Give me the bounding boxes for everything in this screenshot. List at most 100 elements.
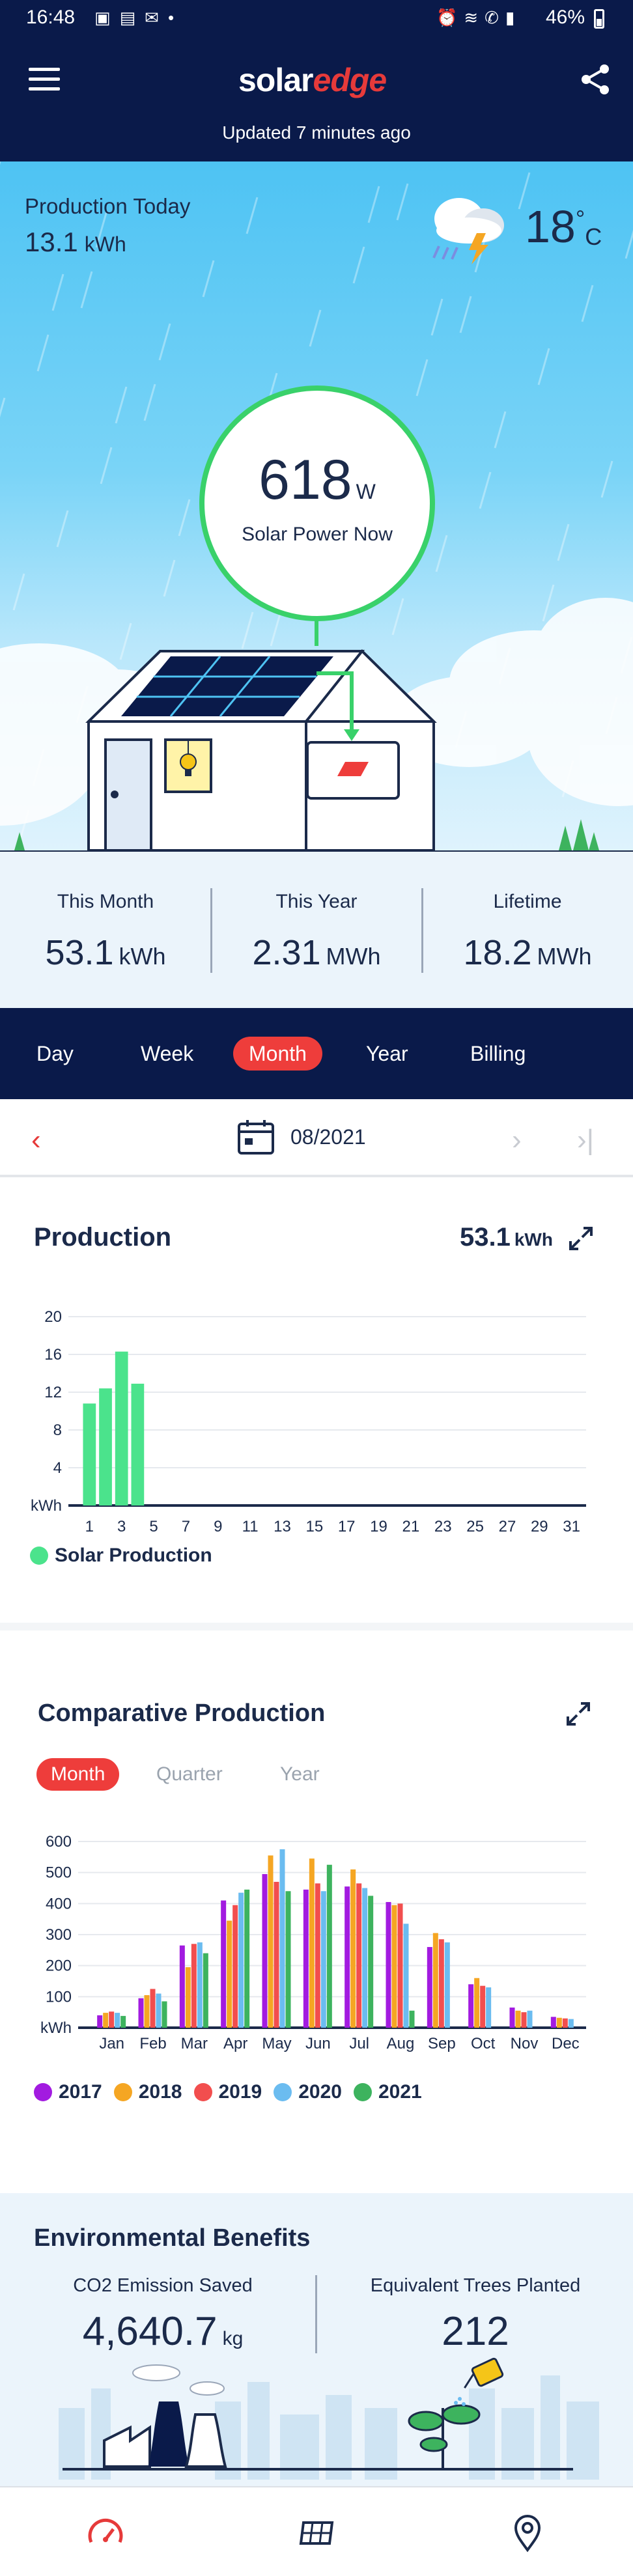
production-bar — [115, 1351, 128, 1505]
comparative-bar — [356, 1883, 362, 2028]
co2-unit: kg — [222, 2328, 244, 2349]
period-tabs: Day Week Month Year Billing — [0, 1008, 633, 1099]
logo-solar: solar — [238, 62, 314, 98]
x-tick-label: 21 — [402, 1518, 420, 1535]
dashboard-gauge-icon[interactable] — [86, 2513, 125, 2553]
legend-item: 2020 — [274, 2081, 342, 2103]
solar-power-now-circle[interactable]: 618 W Solar Power Now — [199, 385, 435, 621]
temperature-degree: ° — [575, 205, 585, 232]
production-card: Production 53.1 kWh 20 16 12 8 4 kWh 1 3 5 7 9 11 13 1… — [0, 1180, 633, 1623]
comparative-production-card: Comparative Production Month Quarter Yea… — [0, 1631, 633, 2191]
solar-power-label: Solar Power Now — [242, 524, 393, 545]
production-today-number: 13.1 — [25, 227, 78, 257]
chevron-right-icon[interactable]: › — [512, 1124, 522, 1156]
stat-value: 53.1 kWh — [0, 932, 211, 973]
expand-icon[interactable] — [567, 1224, 595, 1253]
call-icon: ✆ — [485, 8, 505, 27]
stat-unit: kWh — [119, 943, 166, 970]
hamburger-menu-icon[interactable] — [29, 68, 60, 91]
stat-number: 18.2 — [463, 933, 532, 972]
comparative-bar — [509, 2008, 515, 2028]
comparative-bar — [262, 1874, 268, 2028]
y-tick-label: 4 — [53, 1459, 62, 1477]
legend-swatch — [274, 2083, 292, 2101]
comparative-tab-quarter[interactable]: Quarter — [156, 1763, 223, 1785]
comparative-bar — [227, 1920, 232, 2028]
production-today-label: Production Today — [25, 194, 191, 218]
status-time: 16:48 — [26, 7, 76, 28]
comparative-title: Comparative Production — [38, 1700, 326, 1727]
x-tick-label: 31 — [563, 1518, 580, 1535]
co2-saved: CO2 Emission Saved 4,640.7 kg — [26, 2275, 300, 2355]
skip-to-end-icon[interactable]: ›| — [577, 1124, 595, 1156]
x-tick-label: 17 — [338, 1518, 356, 1535]
production-legend: Solar Production — [30, 1545, 212, 1567]
production-today-value: 13.1 kWh — [25, 227, 126, 258]
y-axis-label: kWh — [31, 1497, 62, 1515]
stat-lifetime: Lifetime 18.2 MWh — [422, 891, 633, 973]
y-tick-label: 20 — [44, 1308, 62, 1326]
bottom-navigation — [0, 2486, 633, 2576]
x-tick-label: Jun — [305, 2035, 331, 2052]
x-tick-label: 19 — [370, 1518, 387, 1535]
signal-icon: ▮ — [505, 8, 522, 27]
trees-planted: Equivalent Trees Planted 212 — [339, 2275, 612, 2355]
layout-grid-icon[interactable] — [297, 2513, 336, 2553]
dot-icon: • — [167, 8, 184, 27]
divider — [315, 2275, 317, 2353]
comparative-bar — [403, 1924, 409, 2028]
y-tick-label: 300 — [46, 1926, 72, 1944]
divider — [421, 888, 423, 973]
notification-icons: ▣▤✉• — [94, 8, 183, 28]
tab-month[interactable]: Month — [233, 1037, 322, 1071]
production-bar — [131, 1383, 145, 1505]
share-icon[interactable] — [578, 63, 612, 96]
comparative-bar — [232, 1905, 238, 2028]
expand-icon[interactable] — [564, 1700, 593, 1728]
tab-day[interactable]: Day — [36, 1042, 74, 1065]
status-bar: 16:48 ▣▤✉• ⏰≋✆▮ 46% — [0, 0, 633, 39]
tab-week[interactable]: Week — [141, 1042, 194, 1065]
production-total: 53.1 kWh — [460, 1223, 553, 1252]
x-tick-label: 1 — [85, 1518, 94, 1535]
comparative-tab-month[interactable]: Month — [36, 1758, 120, 1791]
calendar-icon[interactable] — [237, 1119, 275, 1155]
selected-date[interactable]: 08/2021 — [290, 1125, 366, 1149]
comparative-bar — [556, 2017, 562, 2028]
production-total-number: 53.1 — [460, 1223, 511, 1252]
comparative-bar — [568, 2019, 574, 2028]
comparative-bar — [97, 2015, 103, 2028]
location-pin-icon[interactable] — [508, 2513, 547, 2553]
temperature-scale: C — [585, 223, 602, 250]
comparative-bar — [244, 1889, 250, 2028]
battery-icon — [594, 9, 604, 29]
stat-unit: MWh — [537, 943, 592, 970]
wifi-icon: ≋ — [464, 8, 485, 27]
comparative-bar — [315, 1883, 320, 2028]
comparative-tab-year[interactable]: Year — [280, 1763, 320, 1785]
stat-this-year: This Year 2.31 MWh — [211, 891, 422, 973]
stat-label: Lifetime — [493, 891, 562, 912]
stat-value: 2.31 MWh — [211, 932, 422, 973]
comparative-bar — [409, 2010, 415, 2028]
legend-swatch — [30, 1547, 48, 1565]
y-tick-label: 600 — [46, 1833, 72, 1851]
x-tick-label: Sep — [428, 2035, 456, 2052]
x-tick-label: Dec — [552, 2035, 580, 2052]
legend-label: 2021 — [378, 2081, 422, 2103]
x-tick-label: 13 — [274, 1518, 291, 1535]
comparative-legend: 2017 2018 2019 2020 2021 — [34, 2081, 434, 2103]
x-tick-label: 3 — [117, 1518, 126, 1535]
y-tick-label: 400 — [46, 1895, 72, 1912]
tab-year[interactable]: Year — [366, 1042, 408, 1065]
stat-number: 2.31 — [252, 933, 321, 972]
tab-billing[interactable]: Billing — [470, 1042, 526, 1065]
comparative-bar — [120, 2015, 126, 2028]
solar-power-number: 618 — [259, 449, 352, 511]
comparative-bar — [162, 2001, 167, 2028]
mail-icon: ✉ — [145, 8, 168, 27]
chevron-left-icon[interactable]: ‹ — [31, 1124, 41, 1156]
x-tick-label: Nov — [511, 2035, 539, 2052]
comparative-bar — [191, 1944, 197, 2028]
